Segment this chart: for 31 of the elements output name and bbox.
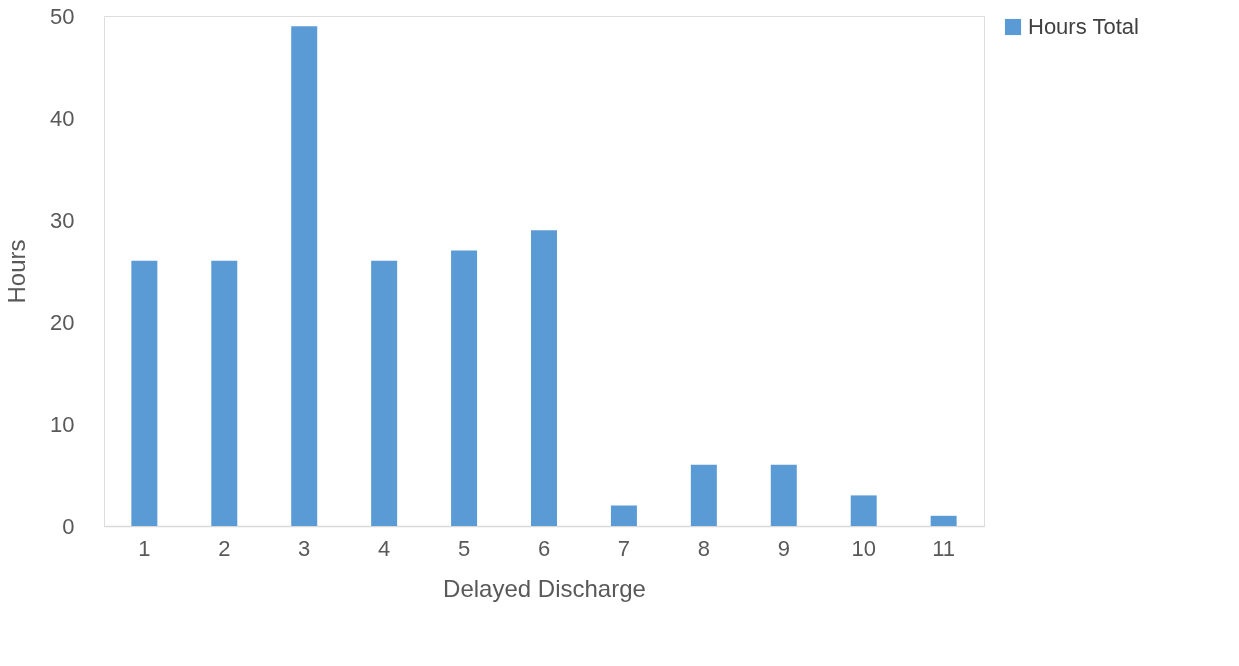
x-tick-label: 9 — [777, 535, 790, 561]
bar — [690, 464, 717, 526]
y-tick-label: 40 — [50, 105, 75, 131]
x-tick-label: 10 — [851, 535, 876, 561]
y-axis-title: Hours — [3, 239, 31, 304]
x-tick-label: 1 — [138, 535, 151, 561]
x-tick-label: 11 — [932, 535, 956, 561]
legend-label: Hours Total — [1028, 14, 1139, 39]
y-tick-label: 10 — [50, 411, 75, 437]
y-tick-label: 50 — [50, 3, 75, 29]
x-tick-label: 5 — [457, 535, 471, 561]
bar — [930, 515, 957, 526]
y-tick-label: 20 — [50, 309, 75, 335]
x-tick-label: 2 — [218, 535, 231, 561]
bar — [371, 260, 398, 526]
bar — [850, 495, 877, 526]
bar — [451, 250, 478, 526]
x-tick-label: 4 — [378, 535, 391, 561]
bar — [291, 26, 318, 526]
x-axis-title: Delayed Discharge — [443, 574, 646, 602]
bar — [531, 230, 557, 526]
y-tick-label: 0 — [62, 513, 75, 539]
bar — [211, 260, 238, 526]
x-tick-label: 3 — [298, 535, 311, 561]
bar — [610, 505, 637, 526]
x-tick-label: 7 — [617, 535, 631, 561]
bar — [131, 260, 158, 526]
x-tick-label: 8 — [697, 535, 710, 561]
x-tick-label: 6 — [537, 535, 551, 561]
y-tick-label: 30 — [50, 207, 75, 233]
bar — [770, 464, 797, 526]
